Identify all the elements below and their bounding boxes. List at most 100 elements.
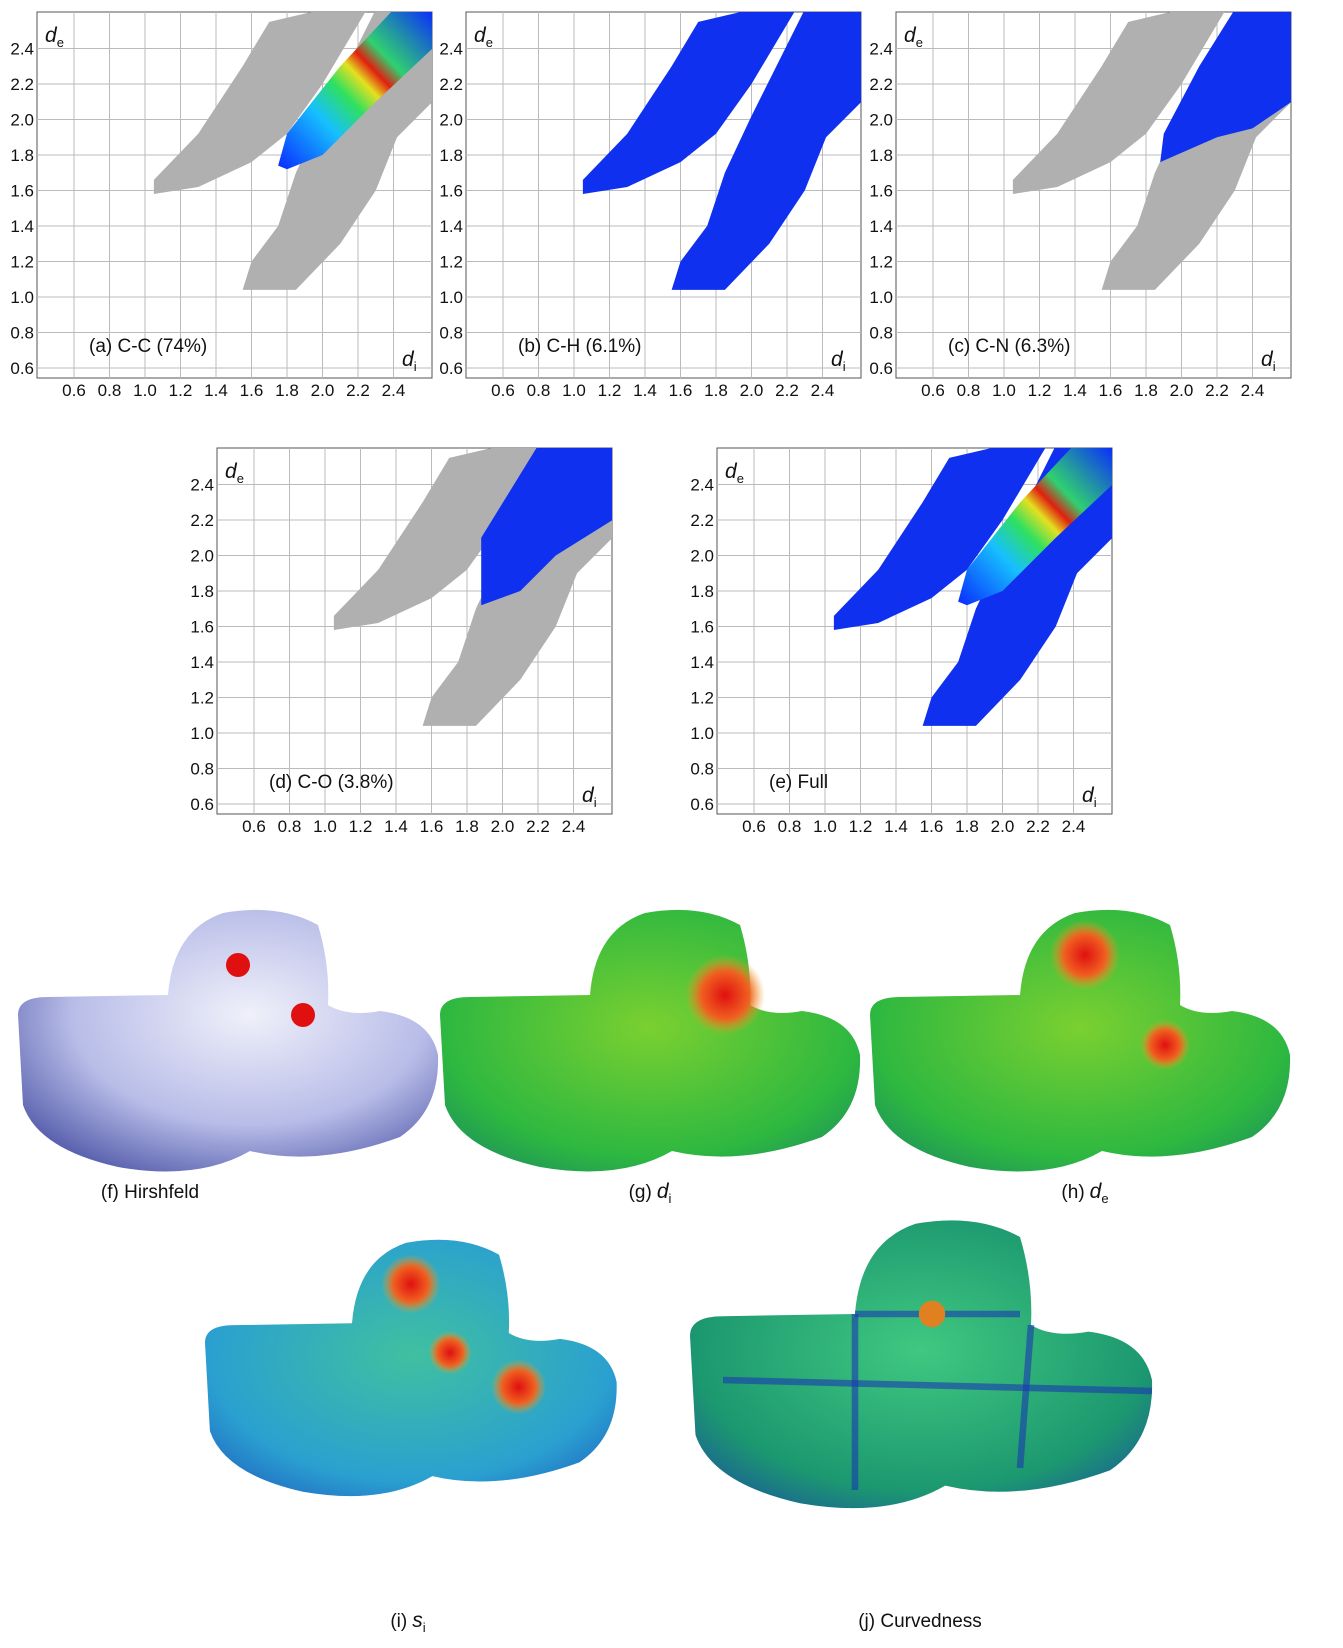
x-tick-label: 1.2 bbox=[598, 381, 622, 400]
axis-subscript: e bbox=[486, 35, 493, 50]
x-tick-label: 2.2 bbox=[1026, 817, 1050, 836]
y-tick-label: 0.8 bbox=[690, 760, 714, 779]
x-tick-label: 1.8 bbox=[955, 817, 979, 836]
axis-subscript: e bbox=[916, 35, 923, 50]
axis-subscript: i bbox=[1273, 359, 1276, 374]
panel-label: (c) C-N (6.3%) bbox=[948, 336, 1070, 357]
y-tick-label: 0.6 bbox=[190, 795, 214, 814]
y-tick-label: 2.0 bbox=[10, 111, 34, 130]
hot-spot bbox=[1050, 920, 1120, 990]
y-tick-label: 2.2 bbox=[10, 75, 34, 94]
caption-prefix: (f) Hirshfeld bbox=[101, 1182, 199, 1203]
axis-subscript: e bbox=[237, 471, 244, 486]
x-tick-label: 0.8 bbox=[957, 381, 981, 400]
y-tick-label: 1.0 bbox=[690, 724, 714, 743]
x-tick-label: 2.0 bbox=[740, 381, 764, 400]
fingerprint-plot: 0.60.60.80.81.01.01.21.21.41.41.61.61.81… bbox=[690, 445, 1112, 836]
hirshfeld-surface bbox=[205, 1240, 617, 1496]
y-tick-label: 0.8 bbox=[190, 760, 214, 779]
caption-prefix: (i) bbox=[390, 1611, 407, 1632]
y-tick-label: 2.0 bbox=[439, 111, 463, 130]
x-tick-label: 2.2 bbox=[1205, 381, 1229, 400]
y-tick-label: 1.0 bbox=[439, 288, 463, 307]
y-tick-label: 1.6 bbox=[690, 618, 714, 637]
caption-prefix: (j) Curvedness bbox=[858, 1611, 982, 1632]
fingerprint-plot: 0.60.60.80.81.01.01.21.21.41.41.61.61.81… bbox=[439, 9, 861, 400]
x-tick-label: 1.8 bbox=[275, 381, 299, 400]
x-tick-label: 1.2 bbox=[349, 817, 373, 836]
x-tick-label: 1.8 bbox=[704, 381, 728, 400]
axis-subscript: i bbox=[843, 359, 846, 374]
x-tick-label: 0.6 bbox=[921, 381, 945, 400]
y-tick-label: 0.6 bbox=[10, 359, 34, 378]
y-tick-label: 1.2 bbox=[190, 689, 214, 708]
axis-subscript: i bbox=[594, 795, 597, 810]
y-tick-label: 1.2 bbox=[10, 253, 34, 272]
x-tick-label: 0.6 bbox=[242, 817, 266, 836]
y-tick-label: 1.6 bbox=[190, 618, 214, 637]
x-tick-label: 1.6 bbox=[669, 381, 693, 400]
x-tick-label: 1.0 bbox=[313, 817, 337, 836]
y-tick-label: 1.0 bbox=[190, 724, 214, 743]
x-tick-label: 1.8 bbox=[455, 817, 479, 836]
surface-caption: (i)si bbox=[390, 1609, 425, 1635]
surface-caption: (h)de bbox=[1061, 1180, 1108, 1206]
surface-shape bbox=[690, 1220, 1152, 1508]
x-tick-label: 1.4 bbox=[384, 817, 408, 836]
x-tick-label: 2.0 bbox=[1170, 381, 1194, 400]
y-tick-label: 1.4 bbox=[690, 653, 714, 672]
y-tick-label: 0.6 bbox=[869, 359, 893, 378]
y-tick-label: 2.2 bbox=[190, 511, 214, 530]
y-tick-label: 1.4 bbox=[190, 653, 214, 672]
surface-caption: (f) Hirshfeld bbox=[101, 1182, 199, 1203]
x-tick-label: 1.4 bbox=[1063, 381, 1087, 400]
y-tick-label: 2.0 bbox=[869, 111, 893, 130]
y-tick-label: 1.2 bbox=[869, 253, 893, 272]
x-tick-label: 1.4 bbox=[633, 381, 657, 400]
x-tick-label: 1.2 bbox=[849, 817, 873, 836]
y-tick-label: 0.8 bbox=[439, 324, 463, 343]
fingerprint-plot: 0.60.60.80.81.01.01.21.21.41.41.61.61.81… bbox=[869, 9, 1291, 400]
panel-label: (e) Full bbox=[769, 772, 828, 793]
hot-spot bbox=[381, 1255, 440, 1314]
y-tick-label: 2.4 bbox=[10, 40, 34, 59]
x-tick-label: 2.4 bbox=[1241, 381, 1265, 400]
x-tick-label: 1.0 bbox=[133, 381, 157, 400]
x-tick-label: 1.4 bbox=[884, 817, 908, 836]
x-tick-label: 0.6 bbox=[742, 817, 766, 836]
y-tick-label: 1.6 bbox=[439, 182, 463, 201]
y-tick-label: 2.0 bbox=[690, 547, 714, 566]
x-tick-label: 1.6 bbox=[920, 817, 944, 836]
y-tick-label: 1.2 bbox=[439, 253, 463, 272]
surface-shape bbox=[440, 910, 860, 1172]
hot-spot bbox=[491, 1359, 546, 1414]
hot-spot bbox=[428, 1331, 471, 1374]
x-tick-label: 1.4 bbox=[204, 381, 228, 400]
y-tick-label: 1.8 bbox=[190, 582, 214, 601]
y-tick-label: 1.0 bbox=[869, 288, 893, 307]
axis-subscript: i bbox=[414, 359, 417, 374]
x-tick-label: 0.8 bbox=[98, 381, 122, 400]
x-tick-label: 2.0 bbox=[311, 381, 335, 400]
y-tick-label: 2.2 bbox=[690, 511, 714, 530]
x-tick-label: 2.2 bbox=[775, 381, 799, 400]
y-tick-label: 1.8 bbox=[10, 146, 34, 165]
surface-caption: (g)di bbox=[629, 1180, 672, 1206]
x-tick-label: 2.4 bbox=[811, 381, 835, 400]
x-tick-label: 0.6 bbox=[62, 381, 86, 400]
axis-subscript: e bbox=[57, 35, 64, 50]
x-tick-label: 2.2 bbox=[346, 381, 370, 400]
caption-symbol: s bbox=[412, 1609, 423, 1632]
fingerprint-plot: 0.60.60.80.81.01.01.21.21.41.41.61.61.81… bbox=[10, 9, 432, 400]
y-tick-label: 2.4 bbox=[439, 40, 463, 59]
figure: 0.6 0.6 0.8 0.8 1.0 1.0 1.2 1.2 1.4 1.4 1.6 1.6 1.8 1… bbox=[0, 0, 1343, 1643]
axis-subscript: i bbox=[1094, 795, 1097, 810]
panel-label: (d) C-O (3.8%) bbox=[269, 772, 394, 793]
red-spot bbox=[291, 1003, 315, 1027]
x-tick-label: 1.6 bbox=[240, 381, 264, 400]
x-tick-label: 0.6 bbox=[491, 381, 515, 400]
red-spot bbox=[226, 953, 250, 977]
y-tick-label: 0.6 bbox=[690, 795, 714, 814]
x-tick-label: 2.4 bbox=[382, 381, 406, 400]
x-tick-label: 1.8 bbox=[1134, 381, 1158, 400]
